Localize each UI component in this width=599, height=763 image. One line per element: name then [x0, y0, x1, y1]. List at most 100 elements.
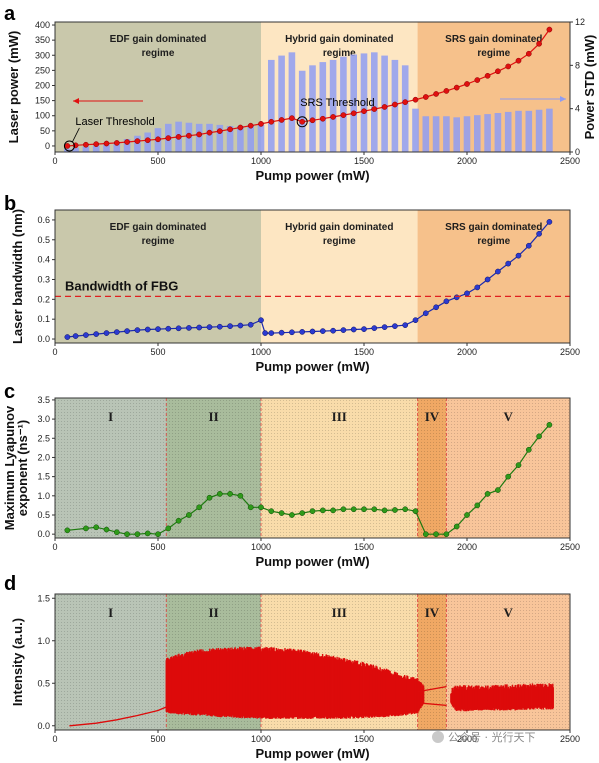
- x-tick-label: 0: [52, 156, 57, 166]
- region-label: SRS gain dominated: [445, 34, 542, 45]
- bandwidth-point: [515, 252, 522, 259]
- lyapunov-point: [464, 512, 470, 518]
- std-bar: [237, 126, 244, 152]
- x-tick-label: 0: [52, 734, 57, 744]
- y-tick-label: 50: [40, 126, 50, 136]
- lyapunov-point: [268, 508, 275, 515]
- laser-power-point: [319, 115, 326, 122]
- laser-power-point: [340, 112, 347, 118]
- bandwidth-point: [443, 298, 450, 305]
- region-label: I: [108, 409, 113, 424]
- y-tick-label: 2.5: [37, 433, 50, 443]
- laser-power-point: [536, 40, 542, 47]
- intensity-period-lines: [417, 686, 447, 706]
- laser-power-point: [433, 91, 439, 97]
- std-bar: [401, 65, 409, 152]
- plot-area: [69, 646, 554, 727]
- y-tick-label: 250: [35, 65, 50, 75]
- bandwidth-point: [237, 322, 244, 329]
- lyapunov-point: [433, 531, 439, 538]
- plot-frame: [54, 397, 571, 539]
- laser-power-point: [505, 63, 512, 70]
- y-tick-label: 0.0: [37, 529, 50, 539]
- std-bar: [504, 111, 512, 152]
- x-tick-label: 500: [150, 156, 165, 166]
- lyapunov-point: [412, 508, 419, 515]
- laser-power-point: [495, 68, 501, 75]
- bandwidth-point: [536, 230, 542, 237]
- bandwidth-point: [113, 329, 120, 335]
- x-tick-label: 2000: [457, 156, 477, 166]
- std-bar: [195, 123, 203, 152]
- std-bar: [360, 53, 368, 152]
- bandwidth-point: [392, 323, 398, 329]
- bandwidth-point: [309, 328, 316, 335]
- panel-label: b: [4, 193, 16, 215]
- left-arrowhead: [73, 98, 79, 104]
- region-band: [417, 22, 570, 152]
- lyapunov-point: [155, 531, 161, 538]
- laser-power-point: [309, 117, 316, 124]
- region-label: Hybrid gain dominated: [285, 34, 393, 45]
- lyapunov-point: [371, 506, 378, 513]
- lyapunov-point: [505, 473, 512, 480]
- y-axis-title: Laser bandwidth (nm): [10, 209, 25, 344]
- bandwidth-point: [124, 328, 130, 334]
- laser-power-point: [206, 129, 213, 136]
- bandwidth-point: [505, 260, 512, 267]
- x-axis-title: Pump power (mW): [255, 554, 369, 569]
- lyapunov-point: [525, 446, 532, 453]
- lyapunov-point: [330, 507, 336, 514]
- laser-threshold-label: Laser Threshold: [75, 116, 154, 128]
- x-axis-title: Pump power (mW): [255, 746, 369, 761]
- bandwidth-point: [93, 331, 100, 337]
- plot-frame: [54, 593, 571, 731]
- panel-label: c: [4, 381, 15, 403]
- bandwidth-point: [412, 317, 419, 324]
- std-bar: [412, 108, 419, 152]
- x-tick-label: 1500: [354, 542, 374, 552]
- region-band: [261, 210, 418, 343]
- region-band: [261, 22, 418, 152]
- bandwidth-point: [258, 317, 264, 324]
- bandwidth-point: [464, 290, 470, 297]
- x-tick-label: 2500: [560, 734, 580, 744]
- region-band: [55, 210, 261, 343]
- bandwidth-point: [134, 327, 141, 333]
- plot-frame: [54, 209, 571, 344]
- std-bar: [525, 110, 533, 152]
- y2-tick-label: 4: [575, 104, 580, 114]
- lyapunov-point: [175, 517, 182, 524]
- laser-power-point: [525, 50, 532, 57]
- std-bar: [350, 54, 357, 152]
- lyapunov-point: [165, 525, 172, 532]
- lyapunov-point: [309, 508, 316, 515]
- std-bar: [494, 113, 502, 152]
- std-bar: [278, 55, 285, 152]
- lyapunov-point: [484, 491, 491, 497]
- std-bar: [309, 65, 316, 152]
- laser-power-point: [299, 118, 306, 125]
- y-axis-title: Laser power (mW): [6, 31, 21, 144]
- y-tick-label: 1.5: [37, 593, 50, 603]
- region-label: EDF gain dominated: [110, 34, 207, 45]
- lyapunov-point: [134, 531, 141, 538]
- plot-area: [64, 219, 553, 340]
- x-axis-title: Pump power (mW): [255, 359, 369, 374]
- region-label: IV: [425, 605, 440, 620]
- laser-power-point: [186, 132, 192, 139]
- plot-frame: [54, 21, 571, 153]
- laser-power-point: [144, 137, 151, 144]
- std-bar: [546, 108, 553, 152]
- x-tick-label: 0: [52, 347, 57, 357]
- x-tick-label: 500: [150, 734, 165, 744]
- bandwidth-point: [319, 328, 326, 334]
- std-bar: [257, 124, 265, 152]
- std-bar: [226, 126, 234, 152]
- fbg-bandwidth-label: Bandwidth of FBG: [65, 278, 178, 293]
- wechat-icon: [432, 731, 444, 743]
- laser-power-point: [134, 138, 141, 144]
- bandwidth-point: [216, 323, 223, 330]
- x-tick-label: 1000: [251, 734, 271, 744]
- std-bar: [72, 147, 79, 152]
